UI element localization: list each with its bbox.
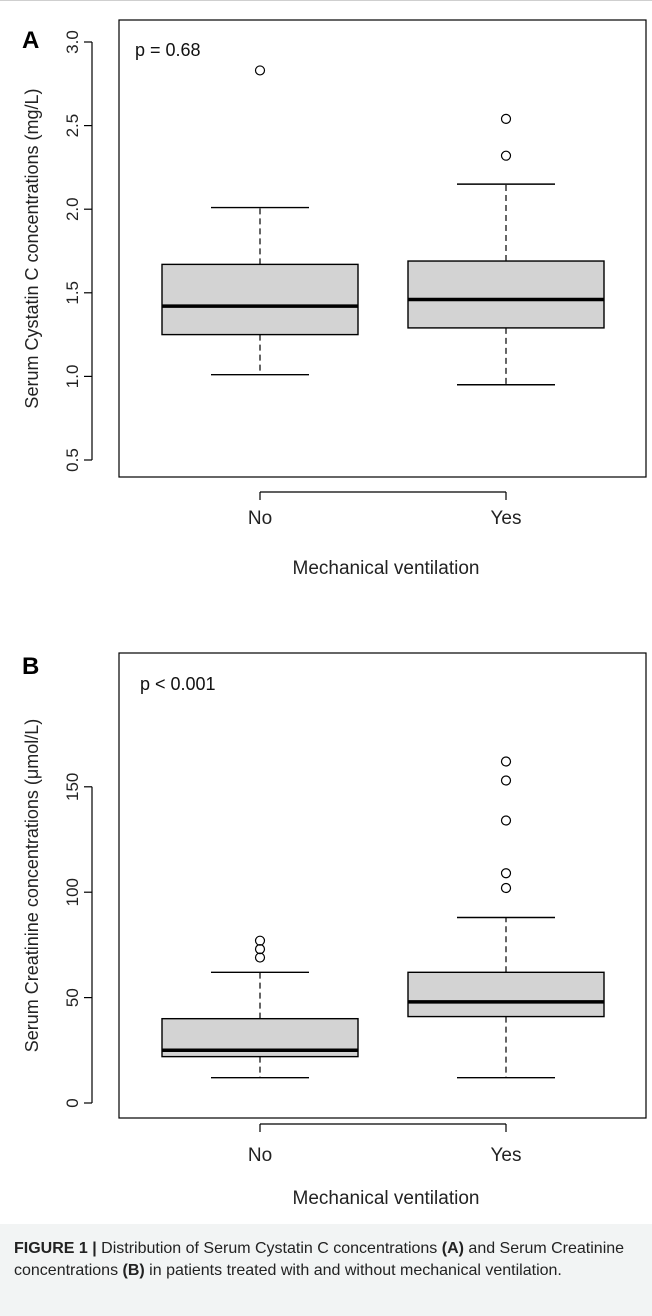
figure-caption: FIGURE 1 | Distribution of Serum Cystati…: [0, 1224, 652, 1316]
panel-label: A: [22, 27, 39, 54]
x-tick-label: Yes: [491, 508, 522, 529]
outlier-point: [254, 952, 266, 963]
panel-b: 0 50 100 150 No Yes Mechanical ventilation Seru…: [22, 652, 647, 1209]
panel-a: 0.5 1.0 1.5 2.0 2.5 3.0 No Yes Mechanical ventil…: [22, 19, 647, 579]
x-tick-label: Yes: [491, 1145, 522, 1166]
y-tick-label: 150: [63, 773, 82, 801]
x-tick-label: No: [248, 1145, 272, 1166]
y-tick-label: 3.0: [63, 30, 82, 54]
y-tick-label: 50: [63, 988, 82, 1007]
caption-figure-label: FIGURE 1 |: [14, 1240, 97, 1257]
x-axis-title: Mechanical ventilation: [293, 558, 480, 579]
caption-tag-a: (A): [441, 1240, 464, 1257]
outlier-point: [254, 935, 266, 946]
caption-tag-b: (B): [122, 1262, 145, 1279]
y-tick-label: 100: [63, 878, 82, 906]
outlier-point: [500, 150, 512, 161]
y-tick-label: 2.0: [63, 197, 82, 221]
outlier-point: [254, 944, 266, 955]
p-value-annotation: p = 0.68: [135, 40, 201, 60]
plot-frame: [118, 652, 647, 1119]
p-value-annotation: p < 0.001: [140, 674, 216, 694]
outlier-point: [500, 882, 512, 894]
y-tick-label: 0: [63, 1098, 82, 1107]
y-axis-title: Serum Creatinine concentrations (μmol/L): [22, 719, 42, 1053]
top-rule: [0, 0, 652, 1]
x-tick-label: No: [248, 508, 272, 529]
x-axis-title: Mechanical ventilation: [293, 1188, 480, 1209]
y-axis-title: Serum Cystatin C concentrations (mg/L): [22, 88, 42, 408]
box-iqr: [407, 971, 605, 1018]
panel-label: B: [22, 653, 39, 680]
outlier-point: [254, 65, 266, 76]
y-tick-label: 0.5: [63, 448, 82, 472]
y-tick-label: 1.5: [63, 281, 82, 305]
outlier-point: [500, 775, 512, 786]
caption-text-3: in patients treated with and without mec…: [144, 1262, 562, 1279]
y-tick-label: 1.0: [63, 365, 82, 389]
box-iqr: [161, 263, 359, 336]
outlier-point: [500, 815, 512, 826]
plot-frame: [118, 19, 647, 478]
y-tick-label: 2.5: [63, 114, 82, 138]
box-iqr: [407, 260, 605, 329]
outlier-point: [500, 113, 512, 125]
outlier-point: [500, 756, 512, 767]
caption-text-2: and Serum Creatinine concentrations: [14, 1240, 625, 1279]
outlier-point: [500, 868, 512, 879]
caption-text-1: Distribution of Serum Cystatin C concent…: [96, 1240, 442, 1257]
